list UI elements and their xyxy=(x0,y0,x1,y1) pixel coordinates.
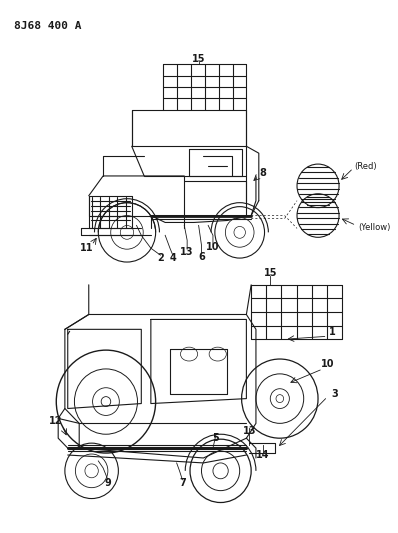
Text: 15: 15 xyxy=(263,268,277,278)
Text: 13: 13 xyxy=(242,426,256,437)
Text: 13: 13 xyxy=(180,247,194,257)
Text: 4: 4 xyxy=(170,253,176,263)
Text: (Yellow): (Yellow) xyxy=(358,223,390,232)
Text: 10: 10 xyxy=(206,242,220,252)
Text: 11: 11 xyxy=(80,243,94,253)
Text: 9: 9 xyxy=(105,478,111,488)
Text: 5: 5 xyxy=(213,433,219,443)
Text: 8: 8 xyxy=(259,168,266,178)
Text: 1: 1 xyxy=(329,327,336,337)
Text: 7: 7 xyxy=(179,478,186,488)
Text: 2: 2 xyxy=(157,253,164,263)
Text: 15: 15 xyxy=(192,54,205,64)
Text: (Red): (Red) xyxy=(354,161,377,171)
Text: 14: 14 xyxy=(256,450,269,460)
Text: 10: 10 xyxy=(321,359,334,369)
Text: 6: 6 xyxy=(198,252,205,262)
Text: 12: 12 xyxy=(49,416,62,426)
Text: 3: 3 xyxy=(332,389,339,399)
Text: 8J68 400 A: 8J68 400 A xyxy=(14,21,82,30)
